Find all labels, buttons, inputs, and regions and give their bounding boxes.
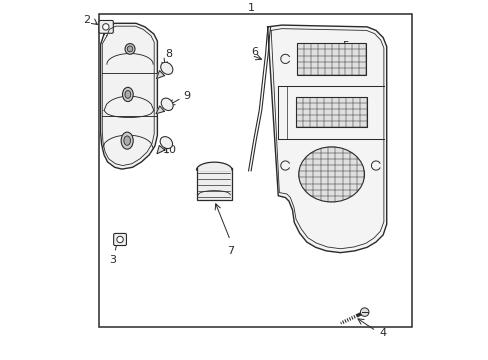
FancyBboxPatch shape: [99, 21, 113, 33]
Ellipse shape: [160, 137, 172, 149]
Bar: [296, 43, 366, 75]
Ellipse shape: [127, 46, 132, 52]
Ellipse shape: [122, 87, 133, 102]
Text: 1: 1: [247, 3, 255, 13]
Bar: [99, 14, 411, 327]
Text: 9: 9: [183, 91, 190, 101]
Ellipse shape: [161, 98, 173, 111]
Polygon shape: [157, 145, 164, 154]
Polygon shape: [156, 71, 164, 78]
Ellipse shape: [161, 62, 173, 75]
Bar: [196, 170, 232, 200]
Text: 3: 3: [109, 255, 116, 265]
Polygon shape: [101, 23, 157, 169]
Text: 5: 5: [342, 41, 348, 51]
Polygon shape: [156, 106, 164, 114]
Circle shape: [360, 308, 368, 316]
Ellipse shape: [125, 44, 135, 54]
Ellipse shape: [298, 147, 364, 202]
Text: 2: 2: [82, 15, 90, 25]
Circle shape: [117, 236, 123, 243]
Circle shape: [102, 24, 109, 30]
Text: 4: 4: [379, 328, 386, 338]
Text: 8: 8: [165, 49, 172, 59]
FancyBboxPatch shape: [113, 233, 126, 246]
Bar: [295, 97, 366, 127]
Ellipse shape: [123, 136, 130, 145]
Ellipse shape: [125, 90, 131, 98]
Polygon shape: [267, 25, 386, 253]
Ellipse shape: [121, 132, 133, 149]
Text: 10: 10: [163, 144, 177, 154]
Text: 7: 7: [226, 246, 233, 256]
Text: 6: 6: [251, 47, 258, 57]
